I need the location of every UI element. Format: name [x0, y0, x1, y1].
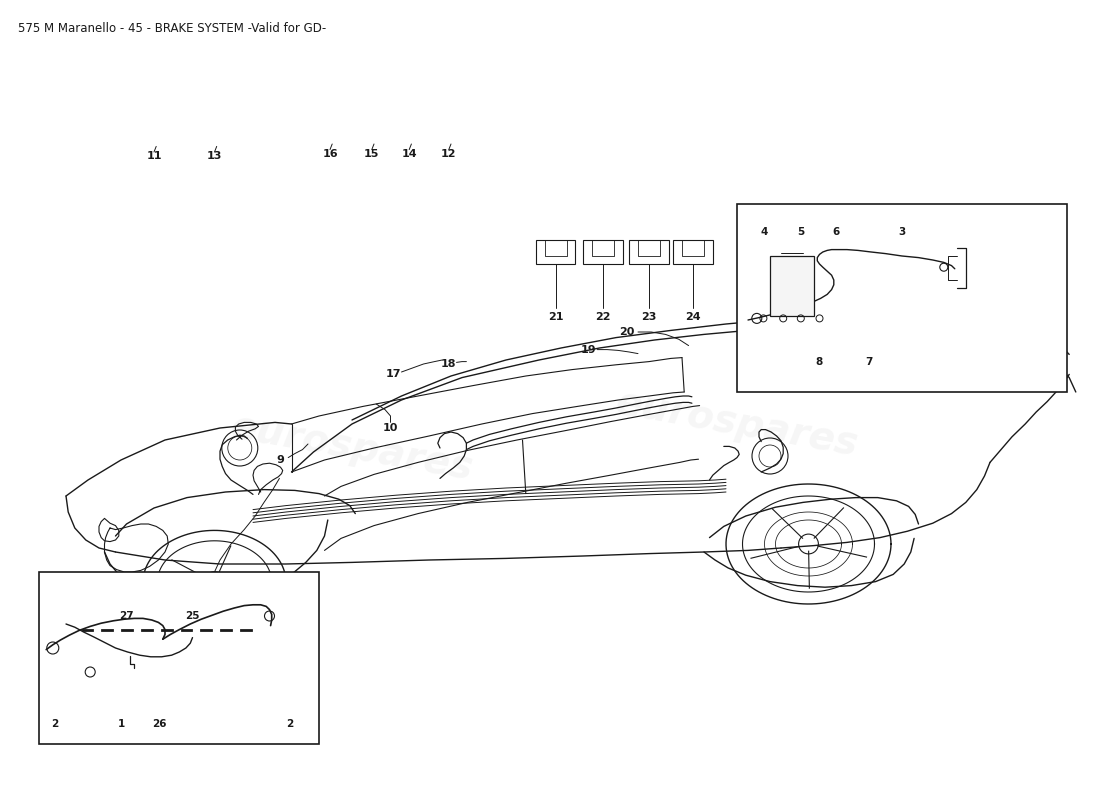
Text: 2: 2	[52, 719, 58, 729]
Text: 575 M Maranello - 45 - BRAKE SYSTEM -Valid for GD-: 575 M Maranello - 45 - BRAKE SYSTEM -Val…	[18, 22, 327, 35]
Text: eurospares: eurospares	[228, 408, 476, 488]
Bar	[673, 240, 713, 264]
Text: 25: 25	[185, 611, 200, 621]
Bar	[737, 204, 1067, 392]
Bar	[583, 240, 623, 264]
Text: 3: 3	[899, 227, 905, 237]
Text: 13: 13	[207, 151, 222, 161]
Bar	[536, 240, 575, 264]
Text: 21: 21	[548, 312, 563, 322]
Text: 26: 26	[152, 719, 167, 729]
Text: 8: 8	[816, 357, 823, 366]
Text: 2: 2	[286, 719, 293, 729]
Text: 4: 4	[761, 227, 768, 237]
Text: 27: 27	[119, 611, 134, 621]
Text: 1: 1	[118, 719, 124, 729]
Bar	[629, 240, 669, 264]
Text: 5: 5	[798, 227, 804, 237]
Text: 11: 11	[146, 151, 162, 161]
Text: 12: 12	[441, 149, 456, 158]
Text: 18: 18	[441, 359, 456, 369]
Text: 24: 24	[685, 312, 701, 322]
Text: 14: 14	[402, 149, 417, 158]
Text: 15: 15	[364, 149, 380, 158]
Bar	[39, 572, 319, 744]
Text: eurospares: eurospares	[613, 384, 861, 464]
Text: 17: 17	[386, 369, 402, 378]
Text: 9: 9	[276, 455, 285, 465]
Text: 22: 22	[595, 312, 610, 322]
Text: 10: 10	[383, 423, 398, 433]
Text: 19: 19	[581, 346, 596, 355]
Bar	[770, 256, 814, 316]
Text: 7: 7	[866, 357, 872, 366]
Text: 16: 16	[322, 149, 338, 158]
Text: 20: 20	[619, 327, 635, 337]
Text: 23: 23	[641, 312, 657, 322]
Text: 6: 6	[833, 227, 839, 237]
